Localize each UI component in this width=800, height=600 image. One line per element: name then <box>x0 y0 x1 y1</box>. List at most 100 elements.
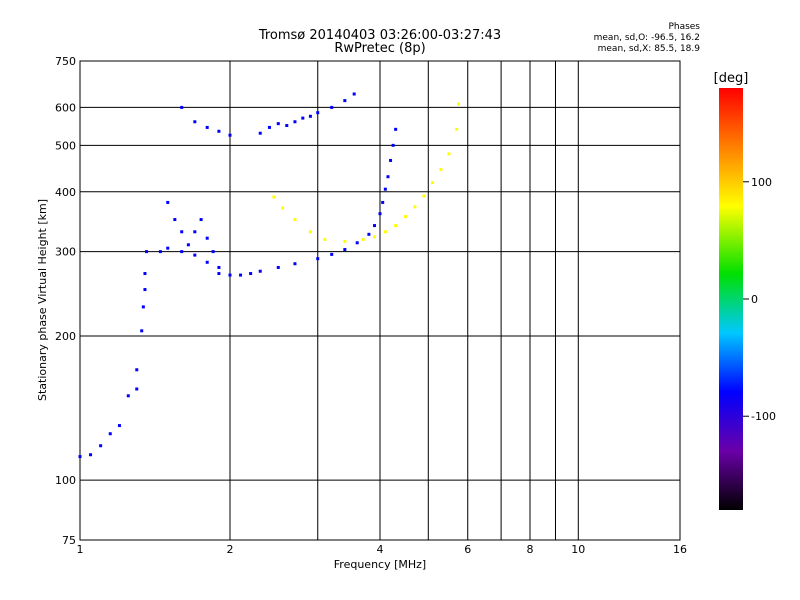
data-point <box>330 252 334 256</box>
data-point <box>343 248 347 252</box>
data-point <box>249 272 253 276</box>
data-point <box>99 444 103 448</box>
data-point <box>394 224 398 228</box>
data-point <box>193 120 197 124</box>
data-point <box>126 394 130 398</box>
data-point <box>308 230 312 234</box>
data-point <box>258 131 262 135</box>
data-point <box>217 265 221 269</box>
x-tick-label: 16 <box>673 543 687 556</box>
y-axis-label: Stationary phase Virtual Height [km] <box>36 199 49 401</box>
data-point <box>343 239 347 243</box>
x-tick-label: 6 <box>464 543 471 556</box>
data-point <box>316 257 320 261</box>
data-point <box>117 424 121 428</box>
data-point <box>199 218 203 222</box>
data-point <box>180 250 184 254</box>
x-tick-label: 8 <box>527 543 534 556</box>
data-point <box>135 368 139 372</box>
data-point <box>158 250 162 254</box>
data-point <box>308 114 312 118</box>
data-point <box>258 269 262 273</box>
plot-frame <box>79 60 681 541</box>
y-tick-label: 750 <box>55 55 76 68</box>
data-point <box>394 127 398 131</box>
x-tick-label: 4 <box>377 543 384 556</box>
data-point <box>439 168 443 172</box>
y-tick-label: 75 <box>62 534 76 547</box>
y-tick-labels: 75 100 200 300 400 500 600 750 <box>55 55 76 547</box>
data-point <box>361 237 365 241</box>
data-point <box>367 232 371 236</box>
data-point <box>403 215 407 219</box>
data-point <box>193 230 197 234</box>
x-tick-label: 2 <box>227 543 234 556</box>
data-point <box>228 273 232 277</box>
data-point <box>143 272 147 276</box>
data-point <box>355 241 359 245</box>
data-point <box>293 120 297 124</box>
y-tick-label: 500 <box>55 139 76 152</box>
colorbar <box>719 88 743 510</box>
chart-title-line-1: Tromsø 20140403 03:26:00-03:27:43 <box>258 28 502 43</box>
data-point <box>293 218 297 222</box>
data-point <box>293 262 297 266</box>
data-point <box>205 260 209 264</box>
data-point <box>205 236 209 240</box>
data-point <box>455 127 459 131</box>
data-point <box>330 105 334 109</box>
phases-title: Phases <box>668 22 700 32</box>
data-point <box>383 187 387 191</box>
data-points <box>78 92 461 459</box>
data-point <box>228 133 232 137</box>
data-point <box>186 243 190 247</box>
data-point <box>180 230 184 234</box>
data-point <box>217 272 221 276</box>
data-point <box>211 250 215 254</box>
data-point <box>301 116 305 120</box>
data-point <box>285 124 289 128</box>
data-point <box>173 218 177 222</box>
data-point <box>378 212 382 216</box>
colorbar-ticks: 100 0 -100 <box>743 176 776 423</box>
data-point <box>143 288 147 292</box>
data-point <box>431 181 435 185</box>
data-point <box>166 246 170 250</box>
y-tick-label: 100 <box>55 474 76 487</box>
data-point <box>373 224 377 228</box>
colorbar-tick-label: 100 <box>751 176 772 189</box>
data-point <box>108 432 112 436</box>
data-point <box>447 152 451 156</box>
data-point <box>135 387 139 391</box>
data-point <box>217 129 221 133</box>
data-point <box>422 194 426 198</box>
grid-lines <box>79 60 681 541</box>
data-point <box>391 143 395 147</box>
y-tick-label: 600 <box>55 101 76 114</box>
chart-title-line-2: RwPretec (8p) <box>334 41 426 56</box>
data-point <box>383 230 387 234</box>
data-point <box>89 453 93 457</box>
data-point <box>281 206 285 210</box>
data-point <box>276 265 280 269</box>
y-tick-label: 400 <box>55 186 76 199</box>
data-point <box>145 250 149 254</box>
y-tick-label: 200 <box>55 330 76 343</box>
data-point <box>78 455 82 459</box>
x-axis-label: Frequency [MHz] <box>334 558 426 571</box>
data-point <box>205 125 209 129</box>
data-point <box>166 200 170 204</box>
data-point <box>267 125 271 129</box>
colorbar-tick-label: -100 <box>751 410 776 423</box>
data-point <box>276 122 280 126</box>
data-point <box>180 105 184 109</box>
data-point <box>323 237 327 241</box>
y-tick-label: 300 <box>55 246 76 259</box>
x-tick-label: 1 <box>77 543 84 556</box>
data-point <box>413 205 417 209</box>
data-point <box>272 195 276 199</box>
data-point <box>193 253 197 257</box>
phases-x-mode-stats: mean, sd,X: 85.5, 18.9 <box>597 44 700 54</box>
colorbar-tick-label: 0 <box>751 293 758 306</box>
